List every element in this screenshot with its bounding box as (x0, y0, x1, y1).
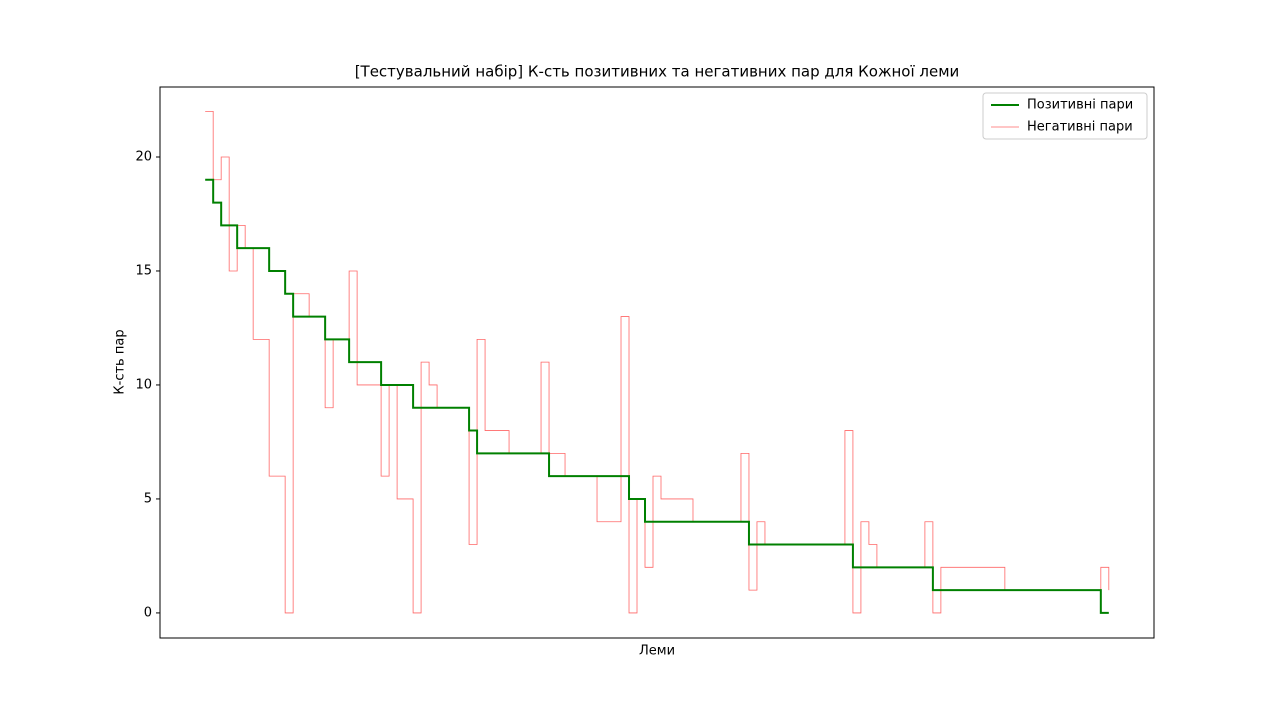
legend-box (982, 92, 1148, 140)
legend: Позитивні пари Негативні пари (982, 92, 1148, 140)
chart-title: [Тестувальний набір] К-сть позитивних та… (355, 63, 960, 81)
line-series (205, 110, 1110, 614)
legend-label: Негативні пари (1027, 120, 1133, 135)
y-tick-label: 20 (135, 149, 152, 164)
legend-label: Позитивні пари (1027, 98, 1133, 113)
y-axis-label: К-сть пар (113, 329, 128, 394)
plot-frame (159, 86, 1155, 639)
y-tick-label: 5 (144, 491, 152, 506)
y-tick-label: 15 (135, 263, 152, 278)
x-axis-label: Леми (639, 644, 675, 659)
y-tick-label: 10 (135, 377, 152, 392)
line-series (205, 178, 1109, 614)
y-tick-label: 0 (144, 605, 152, 620)
